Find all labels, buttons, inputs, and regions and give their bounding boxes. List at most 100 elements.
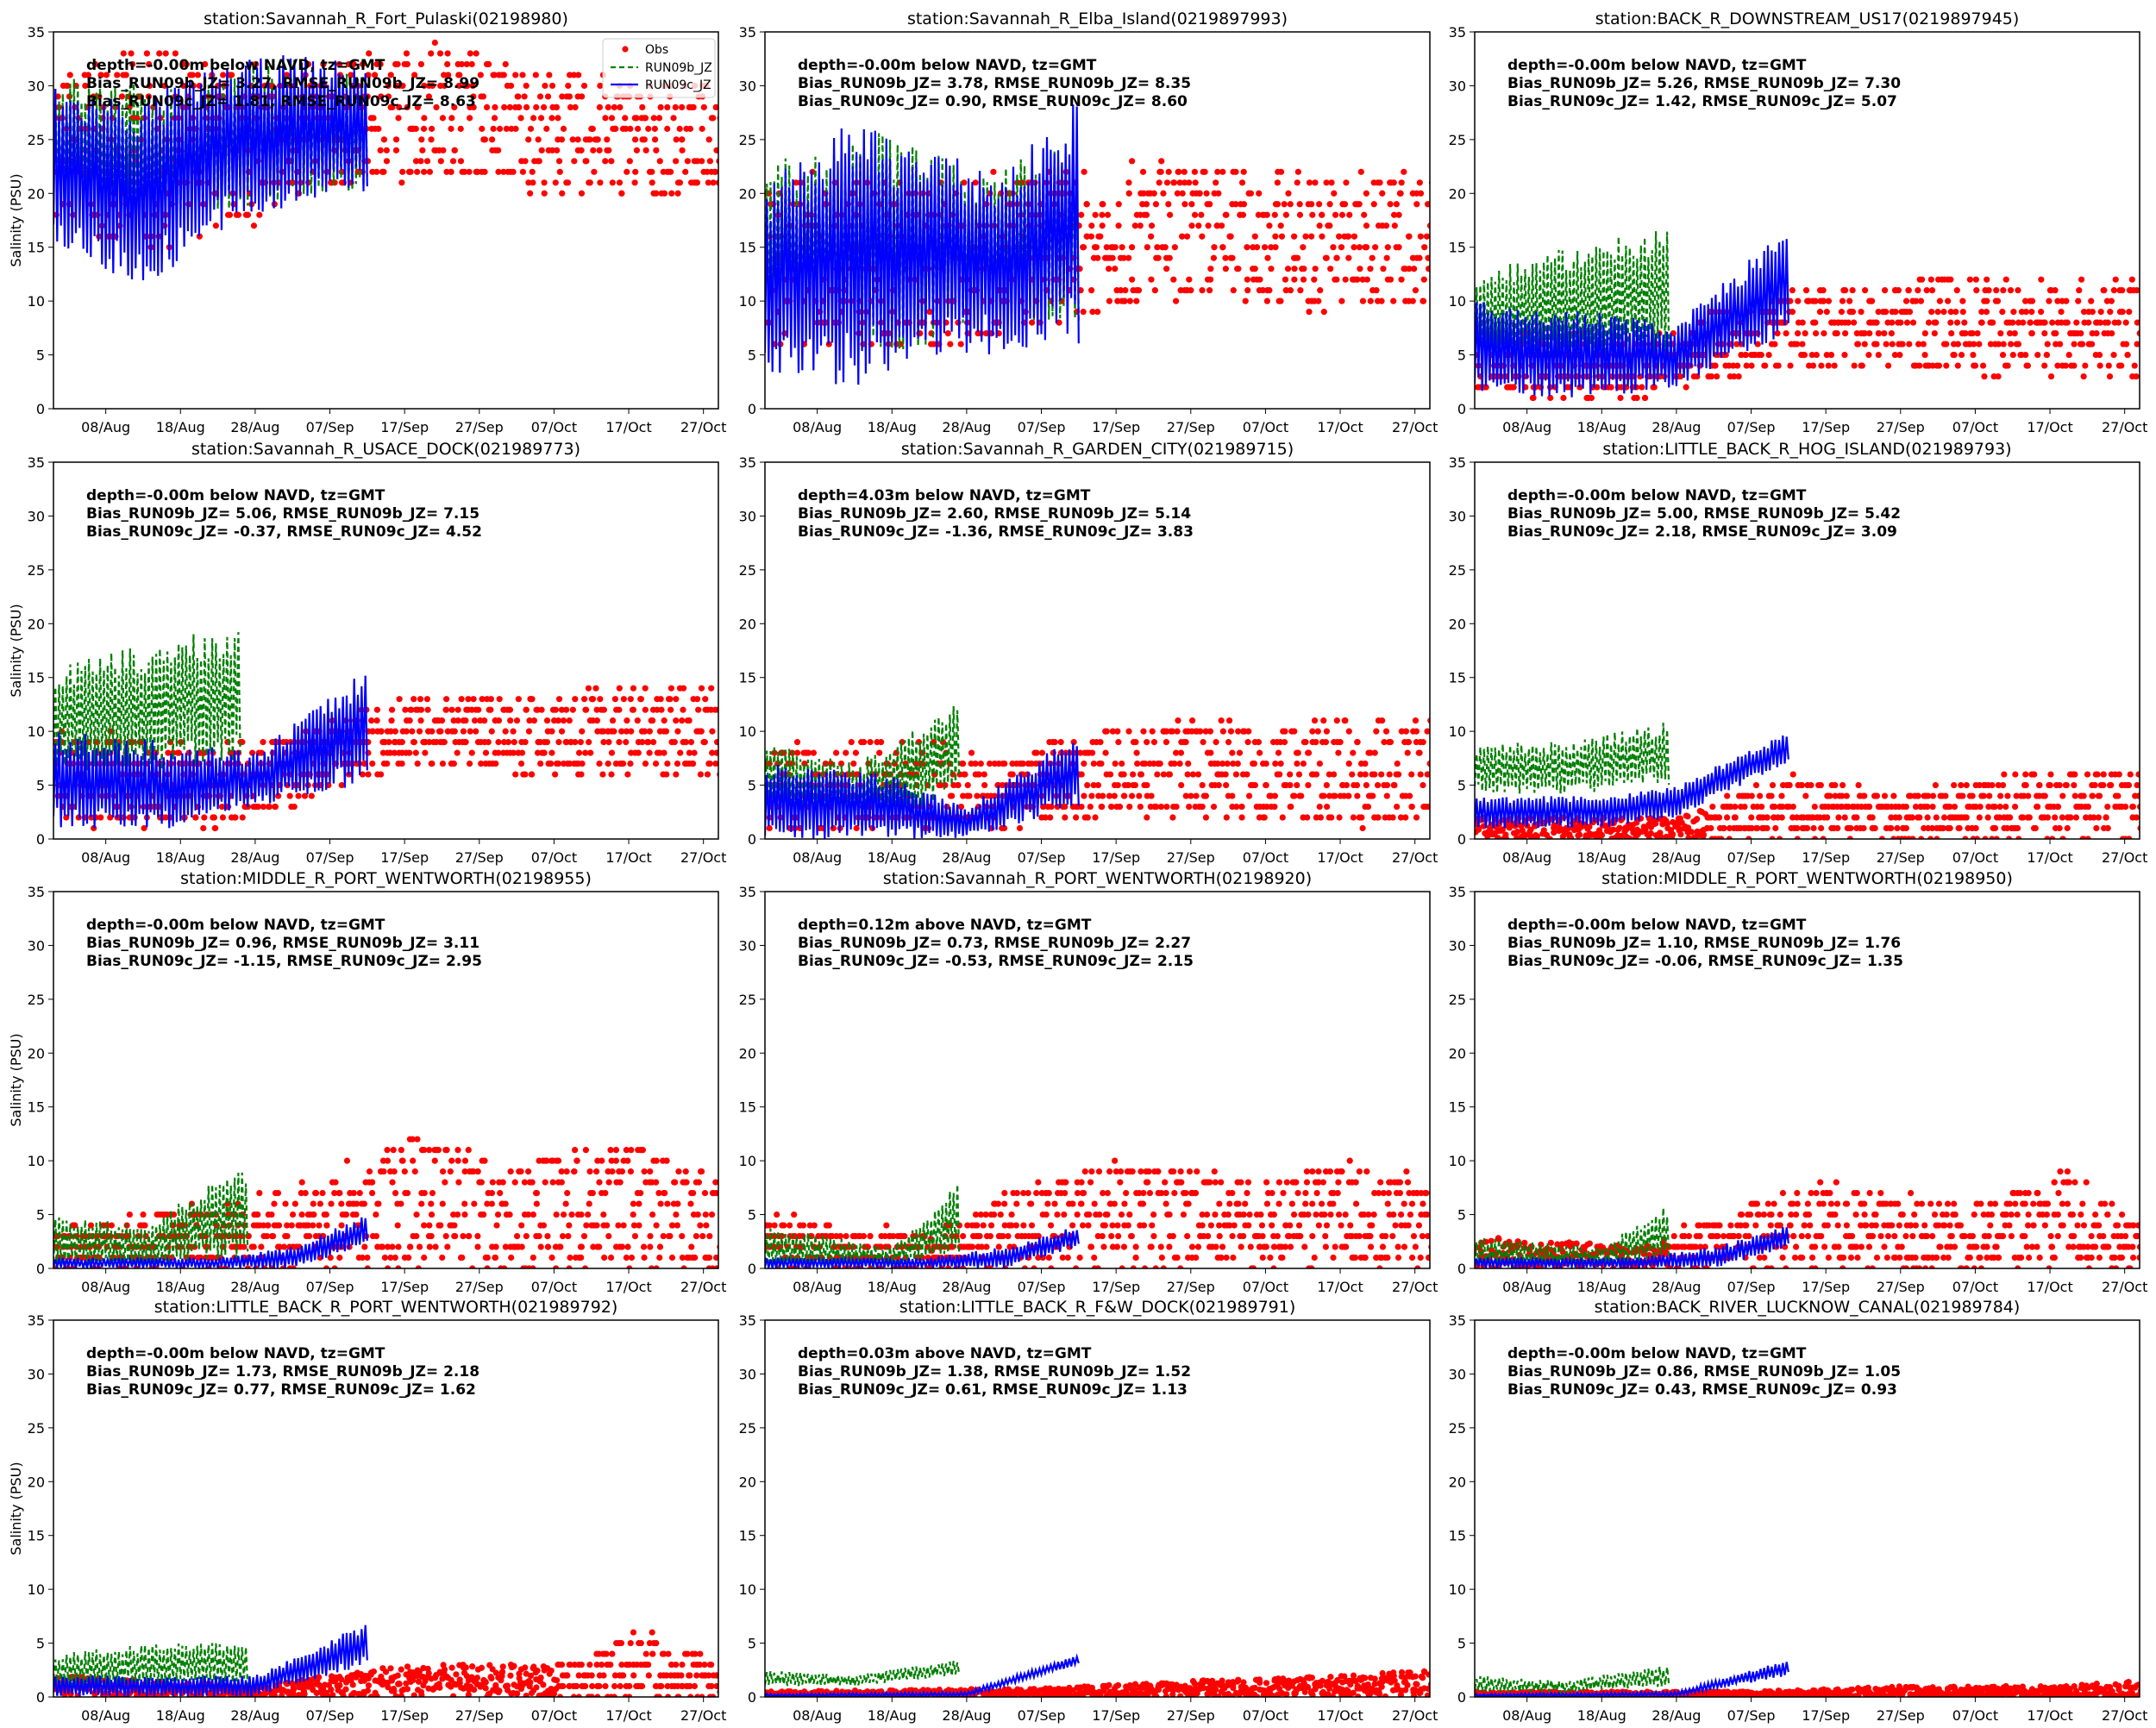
obs-point [492, 115, 498, 121]
obs-point [1164, 179, 1170, 185]
obs-point [1764, 814, 1770, 820]
obs-point [2106, 362, 2112, 368]
obs-point [1974, 330, 1980, 336]
obs-point [2126, 782, 2132, 788]
obs-point [1241, 169, 1247, 175]
obs-point [1219, 717, 1225, 723]
obs-point [265, 1222, 271, 1228]
obs-point [391, 1147, 397, 1153]
obs-point [374, 707, 380, 713]
obs-point [591, 169, 597, 175]
stats-annotation: Bias_RUN09c_JZ= 1.42, RMSE_RUN09c_JZ= 5.… [1507, 93, 1897, 110]
obs-point [1903, 825, 1909, 831]
obs-point [1584, 826, 1590, 832]
obs-point [1989, 782, 1995, 788]
obs-point [608, 771, 614, 777]
obs-point [645, 126, 651, 132]
obs-point [1223, 266, 1229, 272]
obs-point [693, 179, 699, 185]
obs-point [526, 729, 532, 735]
obs-point [417, 158, 423, 164]
obs-point [1896, 352, 1902, 358]
obs-point [2002, 804, 2009, 810]
obs-point [380, 1168, 386, 1174]
obs-point [319, 1190, 325, 1196]
obs-point [590, 696, 596, 702]
obs-point [2065, 825, 2071, 831]
obs-point [1288, 804, 1294, 810]
obs-point [617, 179, 623, 185]
obs-point [1873, 341, 1879, 347]
obs-point [576, 750, 582, 756]
obs-point [1945, 298, 1951, 304]
obs-point [1196, 191, 1202, 197]
x-tick-label: 07/Oct [1243, 419, 1288, 435]
obs-point [454, 1211, 461, 1218]
obs-point [1882, 287, 1888, 293]
obs-point [245, 1233, 251, 1239]
obs-point [579, 729, 585, 735]
obs-point [529, 771, 535, 777]
obs-point [260, 739, 266, 745]
obs-point [1795, 298, 1801, 304]
obs-point [1899, 341, 1905, 347]
obs-point [1336, 234, 1342, 240]
obs-point [2076, 287, 2082, 293]
obs-point [398, 1200, 404, 1206]
obs-point [486, 61, 492, 67]
obs-point [462, 717, 468, 723]
obs-point [375, 126, 381, 132]
obs-point [1821, 330, 1827, 336]
obs-point [1973, 825, 1979, 831]
obs-point [1151, 739, 1157, 745]
obs-point [1860, 825, 1866, 831]
obs-point [1749, 792, 1755, 798]
obs-point [601, 707, 607, 713]
obs-point [2052, 287, 2058, 293]
obs-point [1144, 244, 1150, 250]
obs-point [344, 1158, 350, 1164]
obs-point [373, 169, 379, 175]
obs-point [1748, 814, 1754, 820]
obs-point [1206, 287, 1213, 293]
obs-point [555, 739, 561, 745]
obs-point [1734, 362, 1740, 368]
obs-point [685, 158, 691, 164]
obs-point [1297, 212, 1303, 218]
obs-point [1165, 201, 1171, 207]
y-tick-label: 35 [28, 454, 45, 471]
obs-point [664, 761, 670, 767]
obs-point [592, 686, 599, 692]
obs-point [1324, 804, 1330, 810]
obs-point [486, 739, 492, 745]
obs-point [548, 729, 555, 735]
obs-point [537, 93, 543, 99]
y-tick-label: 30 [1449, 78, 1466, 94]
obs-point [968, 750, 975, 756]
obs-point [559, 136, 565, 142]
obs-point [1855, 782, 1861, 788]
obs-point [313, 1190, 319, 1196]
obs-point [1195, 222, 1201, 229]
obs-point [1251, 761, 1257, 767]
obs-point [281, 1243, 287, 1249]
obs-point [974, 792, 980, 798]
obs-point [245, 212, 251, 218]
obs-point [1642, 395, 1648, 401]
obs-point [1421, 244, 1427, 250]
obs-point [212, 825, 218, 831]
obs-point [1244, 244, 1250, 250]
legend-run09b-label: RUN09b_JZ [645, 61, 712, 75]
obs-point [1178, 782, 1184, 788]
obs-point [2010, 352, 2016, 358]
obs-point [1318, 814, 1324, 820]
run09b-line [1475, 723, 1669, 793]
obs-point [1997, 792, 2003, 798]
obs-point [253, 804, 259, 810]
obs-point [1776, 362, 1782, 368]
obs-point [241, 1243, 247, 1249]
obs-point [1402, 814, 1408, 820]
obs-point [426, 1222, 432, 1228]
obs-point [2123, 320, 2129, 326]
obs-point [2045, 341, 2051, 347]
